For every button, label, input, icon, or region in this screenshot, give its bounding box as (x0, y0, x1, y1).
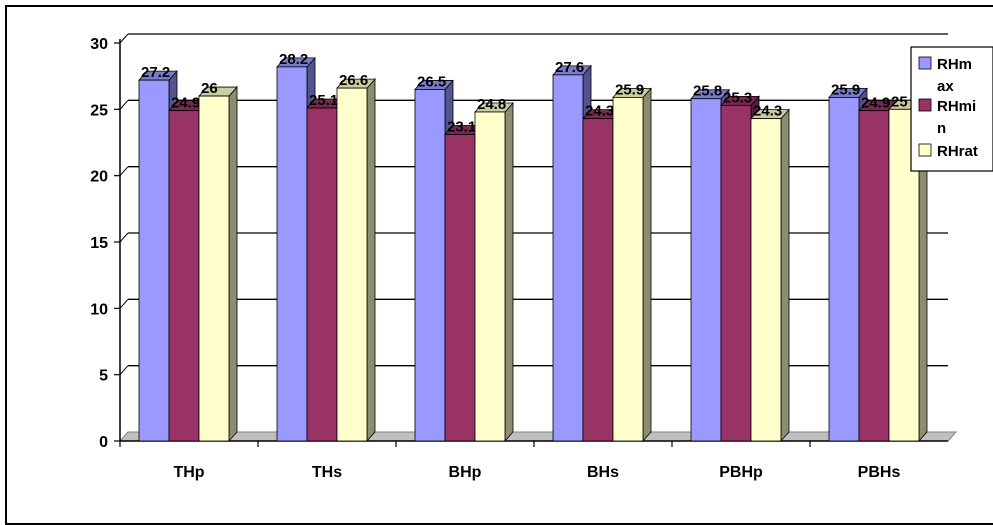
bar-front (138, 79, 170, 442)
data-label: 24.9 (171, 95, 200, 112)
gridline-depth (119, 100, 129, 110)
data-label: 27.6 (555, 59, 584, 76)
bar-front (474, 111, 506, 442)
gridline-depth (119, 232, 129, 243)
data-label: 26.6 (339, 72, 368, 89)
bar-side (642, 87, 652, 443)
legend-label-RHmin: n (937, 120, 946, 137)
legend-label-RHmax: RHm (937, 56, 972, 73)
bar-front (444, 134, 476, 442)
bar-front (828, 96, 860, 442)
data-label: 25.3 (723, 89, 752, 106)
data-label: 24.8 (477, 96, 506, 113)
data-label: 25 (891, 93, 908, 110)
bar-front (858, 110, 890, 442)
data-label: 23.1 (447, 119, 476, 136)
bar-front (276, 66, 308, 442)
x-tick-label: PBHs (858, 464, 901, 481)
data-label: 25.9 (831, 81, 860, 98)
data-label: 28.2 (279, 51, 308, 68)
bar-RHrat-THs (336, 78, 376, 443)
data-label: 26.5 (417, 73, 446, 90)
gridline-depth (119, 33, 129, 44)
legend-swatch-RHmin (918, 98, 932, 112)
bar-front (612, 96, 644, 442)
bar-front (168, 110, 200, 442)
x-tick-label: BHs (587, 464, 619, 481)
y-tick-label: 30 (90, 36, 108, 53)
x-tick-label: PBHp (719, 464, 763, 481)
bar-front (582, 118, 614, 442)
bar-side (504, 101, 514, 443)
data-label: 24.3 (753, 103, 782, 120)
y-tick-label: 10 (90, 301, 108, 318)
y-tick-label: 5 (99, 368, 108, 385)
x-tick-label: BHp (449, 464, 482, 481)
bar-RHrat-BHs (612, 87, 652, 443)
x-tick-label: THs (312, 464, 342, 481)
bar-front (750, 118, 782, 442)
legend-swatch-RHmax (918, 56, 932, 70)
gridline-depth (119, 166, 129, 176)
legend-label-RHrat: RHrat (937, 143, 978, 160)
data-label: 26 (201, 80, 218, 97)
gridline-depth (119, 299, 129, 309)
bar-chart: 051015202530THp27.224.926THs28.225.126.6… (90, 33, 993, 481)
gridline-depth (119, 365, 129, 375)
legend-swatch-RHrat (918, 143, 932, 157)
y-tick-label: 20 (90, 169, 108, 186)
y-tick-label: 25 (90, 102, 108, 119)
bar-front (414, 89, 446, 442)
legend: RHm ax RHmi n RHrat (910, 46, 993, 172)
bar-side (780, 108, 790, 443)
legend-label-RHmin: RHmi (937, 98, 976, 115)
bar-side (228, 86, 238, 443)
y-tick-label: 0 (99, 434, 108, 451)
bar-front (306, 107, 338, 442)
bar-RHrat-BHp (474, 101, 514, 443)
data-label: 25.9 (615, 81, 644, 98)
bar-RHrat-PBHp (750, 108, 790, 443)
data-label: 25.1 (309, 92, 338, 109)
data-label: 24.3 (585, 103, 614, 120)
data-label: 25.8 (693, 83, 722, 100)
x-tick-label: THp (173, 464, 204, 481)
y-tick-label: 15 (90, 235, 108, 252)
bar-front (336, 87, 368, 442)
data-label: 27.2 (141, 64, 170, 81)
bar-RHrat-THp (198, 86, 238, 443)
bar-front (720, 104, 752, 442)
data-label: 24.9 (861, 95, 890, 112)
bar-front (552, 74, 584, 442)
bar-front (198, 95, 230, 442)
bar-front (690, 98, 722, 442)
bar-side (366, 78, 376, 443)
legend-label-RHmax: ax (937, 78, 954, 95)
